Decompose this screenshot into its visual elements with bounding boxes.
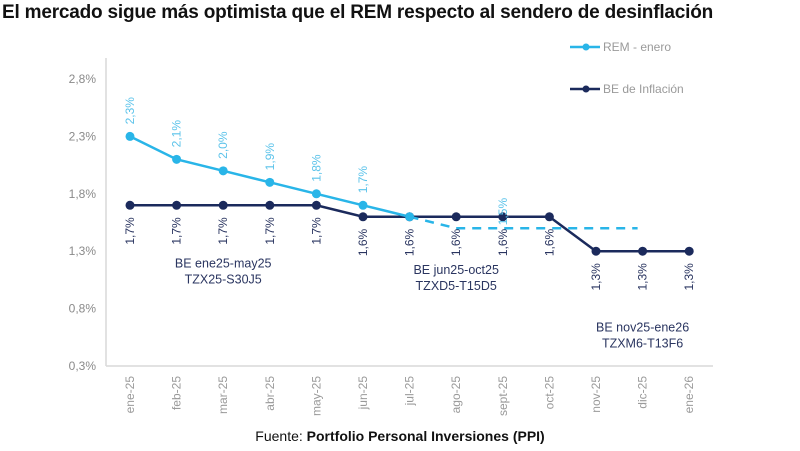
annotation-line1: BE nov25-ene26 bbox=[596, 321, 689, 335]
data-label-be: 1,6% bbox=[449, 228, 463, 256]
legend: REM - enero BE de Inflación bbox=[570, 40, 684, 96]
data-label-be: 1,6% bbox=[542, 228, 556, 256]
series-line-rem-dashed-projection bbox=[409, 215, 638, 230]
x-tick-label: oct-25 bbox=[542, 376, 556, 410]
point-rem-enero bbox=[311, 189, 321, 199]
annotation-line1: BE jun25-oct25 bbox=[413, 263, 499, 277]
data-label-be: 1,7% bbox=[263, 217, 277, 245]
y-tick-label: 0,3% bbox=[69, 359, 97, 373]
axes bbox=[105, 58, 713, 367]
x-tick-label: mar-25 bbox=[216, 376, 230, 414]
data-label-be: 1,6% bbox=[496, 228, 510, 256]
data-label-be: 1,7% bbox=[170, 217, 184, 245]
y-tick-label: 2,3% bbox=[69, 129, 97, 143]
data-label-be: 1,6% bbox=[403, 228, 417, 256]
point-rem-enero bbox=[218, 166, 228, 176]
data-label-rem: 2,0% bbox=[216, 131, 230, 159]
x-tick-label: sept-25 bbox=[496, 376, 510, 416]
legend-label: REM - enero bbox=[603, 40, 671, 54]
point-be-inflacion bbox=[544, 212, 554, 222]
x-tick-label: nov-25 bbox=[589, 376, 603, 413]
data-label-be: 1,3% bbox=[682, 263, 696, 291]
point-be-inflacion bbox=[638, 246, 648, 256]
data-label-be: 1,3% bbox=[636, 263, 650, 291]
y-tick-label: 1,3% bbox=[69, 244, 97, 258]
y-tick-label: 2,8% bbox=[69, 72, 97, 86]
data-label-be: 1,6% bbox=[356, 228, 370, 256]
annotation-line2: TZXD5-T15D5 bbox=[416, 279, 497, 293]
source-name: Portfolio Personal Inversiones (PPI) bbox=[306, 428, 545, 444]
y-tick-label: 1,8% bbox=[69, 187, 97, 201]
data-label-rem: 1,7% bbox=[356, 166, 370, 194]
point-be-inflacion bbox=[218, 200, 228, 210]
x-tick-label: ene-26 bbox=[682, 376, 696, 414]
data-labels: 1,7% 1,7% 1,7% 1,7% 1,7% 1,6% 1,6% 1,6% 1,6% 1,6%… bbox=[123, 97, 696, 291]
x-tick-label: abr-25 bbox=[263, 376, 277, 411]
point-be-inflacion bbox=[125, 200, 135, 210]
data-label-rem-projection: 1,5% bbox=[496, 198, 510, 226]
point-rem-enero bbox=[405, 212, 415, 222]
legend-swatch-marker bbox=[582, 43, 590, 51]
x-tick-label: jun-25 bbox=[356, 376, 370, 411]
x-tick-label: dic-25 bbox=[636, 376, 650, 409]
x-tick-label: may-25 bbox=[309, 376, 323, 416]
point-be-inflacion bbox=[311, 200, 321, 210]
data-label-rem: 2,3% bbox=[123, 97, 137, 125]
annotation-line2: TZXM6-T13F6 bbox=[602, 337, 683, 351]
series-points bbox=[125, 131, 694, 256]
data-label-rem: 2,1% bbox=[170, 120, 184, 148]
point-rem-enero bbox=[125, 131, 135, 141]
legend-swatch-marker bbox=[582, 85, 590, 93]
chart-title: El mercado sigue más optimista que el RE… bbox=[2, 2, 714, 23]
point-be-inflacion bbox=[358, 212, 368, 222]
x-tick-label: ago-25 bbox=[449, 376, 463, 414]
point-be-inflacion bbox=[451, 212, 461, 222]
x-axis-ticks: ene-25 feb-25 mar-25 abr-25 may-25 jun-25 jul-… bbox=[123, 376, 696, 416]
data-label-rem: 1,9% bbox=[263, 143, 277, 171]
annotation-line1: BE ene25-may25 bbox=[175, 256, 272, 270]
point-be-inflacion bbox=[684, 246, 694, 256]
data-label-rem: 1,8% bbox=[309, 154, 323, 182]
data-label-be: 1,7% bbox=[123, 217, 137, 245]
x-tick-label: feb-25 bbox=[170, 376, 184, 410]
point-be-inflacion bbox=[498, 212, 508, 222]
data-label-be: 1,7% bbox=[216, 217, 230, 245]
point-rem-enero bbox=[265, 177, 275, 187]
y-axis-ticks: 0,3% 0,8% 1,3% 1,8% 2,3% 2,8% bbox=[69, 72, 97, 373]
point-be-inflacion bbox=[591, 246, 601, 256]
source-prefix: Fuente: bbox=[255, 428, 307, 444]
data-label-be: 1,7% bbox=[309, 217, 323, 245]
point-rem-enero bbox=[172, 154, 182, 164]
x-tick-label: jul-25 bbox=[403, 376, 417, 407]
point-be-inflacion bbox=[265, 200, 275, 210]
legend-label: BE de Inflación bbox=[603, 82, 684, 96]
point-rem-enero bbox=[358, 200, 368, 210]
point-be-inflacion bbox=[172, 200, 182, 210]
source-note: Fuente: Portfolio Personal Inversiones (… bbox=[0, 428, 800, 444]
annotation-line2: TZX25-S30J5 bbox=[185, 272, 262, 286]
annotations: BE ene25-may25 TZX25-S30J5 BE jun25-oct25 T… bbox=[175, 256, 689, 350]
data-label-be: 1,3% bbox=[589, 263, 603, 291]
y-tick-label: 0,8% bbox=[69, 302, 97, 316]
x-tick-label: ene-25 bbox=[123, 376, 137, 414]
